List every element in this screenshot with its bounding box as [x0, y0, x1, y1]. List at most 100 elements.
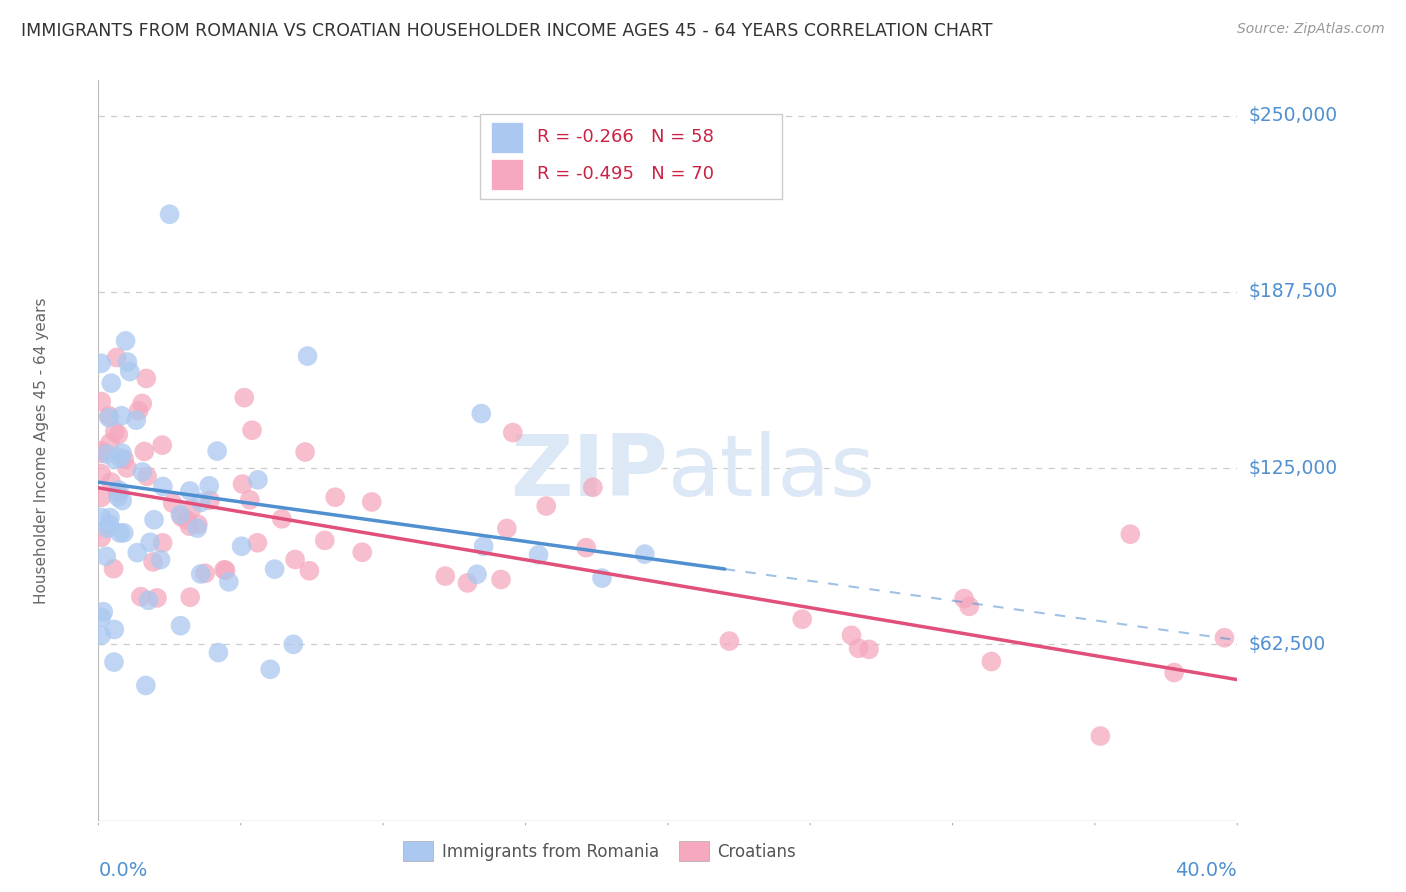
Point [107, 490, 129, 504]
Point [186, 521, 208, 535]
Point [90, 446, 112, 460]
Text: Householder Income Ages 45 - 64 years: Householder Income Ages 45 - 64 years [34, 297, 49, 604]
Point [582, 480, 605, 494]
Point [239, 492, 262, 507]
Point [575, 541, 598, 555]
Point [456, 575, 478, 590]
Point [98, 410, 121, 425]
Point [143, 513, 166, 527]
Point [169, 618, 191, 632]
Point [138, 593, 160, 607]
Point [125, 413, 148, 427]
Point [465, 567, 488, 582]
Text: atlas: atlas [668, 431, 876, 514]
Text: $187,500: $187,500 [1249, 282, 1337, 301]
Point [283, 637, 305, 651]
Point [139, 535, 162, 549]
Point [110, 450, 132, 465]
Point [117, 355, 139, 369]
Point [534, 499, 557, 513]
Point [131, 465, 153, 479]
Point [176, 513, 198, 527]
Point [146, 591, 169, 605]
Point [284, 552, 307, 566]
Point [90, 628, 112, 642]
Point [104, 452, 127, 467]
Point [489, 573, 512, 587]
Point [135, 678, 157, 692]
Point [1119, 527, 1142, 541]
Point [90, 467, 112, 481]
Point [527, 548, 550, 562]
Point [841, 628, 863, 642]
Point [103, 655, 125, 669]
Text: Source: ZipAtlas.com: Source: ZipAtlas.com [1237, 22, 1385, 37]
Point [434, 569, 457, 583]
Point [198, 479, 221, 493]
Legend: Immigrants from Romania, Croatians: Immigrants from Romania, Croatians [396, 834, 803, 868]
Point [129, 590, 152, 604]
Point [858, 642, 880, 657]
Point [502, 425, 524, 440]
Point [98, 517, 121, 532]
Point [957, 599, 980, 614]
Point [90, 491, 112, 505]
Point [472, 539, 495, 553]
Point [108, 526, 131, 541]
Text: R = -0.266   N = 58: R = -0.266 N = 58 [537, 128, 714, 146]
Point [231, 539, 253, 553]
Point [298, 564, 321, 578]
Point [134, 444, 156, 458]
Text: $62,500: $62,500 [1249, 635, 1326, 654]
Point [323, 490, 346, 504]
Point [90, 394, 112, 409]
Point [263, 562, 285, 576]
Point [96, 521, 118, 535]
Point [496, 521, 519, 535]
Point [103, 623, 125, 637]
Point [98, 510, 121, 524]
Point [180, 501, 202, 516]
FancyBboxPatch shape [491, 121, 523, 153]
Point [591, 571, 613, 585]
Point [90, 443, 112, 458]
Point [953, 591, 976, 606]
Point [179, 483, 201, 498]
Point [108, 483, 131, 498]
Point [207, 646, 229, 660]
Point [231, 477, 253, 491]
Text: R = -0.495   N = 70: R = -0.495 N = 70 [537, 165, 714, 183]
Point [152, 479, 174, 493]
Point [1090, 729, 1112, 743]
Point [107, 427, 129, 442]
Point [98, 436, 121, 450]
Point [718, 634, 741, 648]
Point [96, 447, 118, 461]
Text: 0.0%: 0.0% [98, 862, 148, 880]
Text: IMMIGRANTS FROM ROMANIA VS CROATIAN HOUSEHOLDER INCOME AGES 45 - 64 YEARS CORREL: IMMIGRANTS FROM ROMANIA VS CROATIAN HOUS… [21, 22, 993, 40]
Point [90, 610, 112, 624]
Text: $250,000: $250,000 [1249, 106, 1337, 125]
Point [294, 445, 316, 459]
Point [105, 351, 128, 365]
Point [152, 536, 174, 550]
Point [103, 562, 125, 576]
Point [179, 519, 201, 533]
Point [190, 566, 212, 581]
Point [96, 549, 118, 564]
Point [1163, 665, 1185, 680]
Point [270, 512, 292, 526]
Point [187, 517, 209, 532]
Point [97, 409, 120, 423]
Point [150, 438, 173, 452]
Point [170, 510, 193, 524]
Point [212, 563, 235, 577]
Point [169, 508, 191, 522]
Point [179, 590, 201, 604]
Point [848, 641, 870, 656]
Point [111, 493, 134, 508]
Point [240, 423, 263, 437]
Point [190, 495, 212, 509]
FancyBboxPatch shape [491, 159, 523, 190]
Point [112, 525, 135, 540]
